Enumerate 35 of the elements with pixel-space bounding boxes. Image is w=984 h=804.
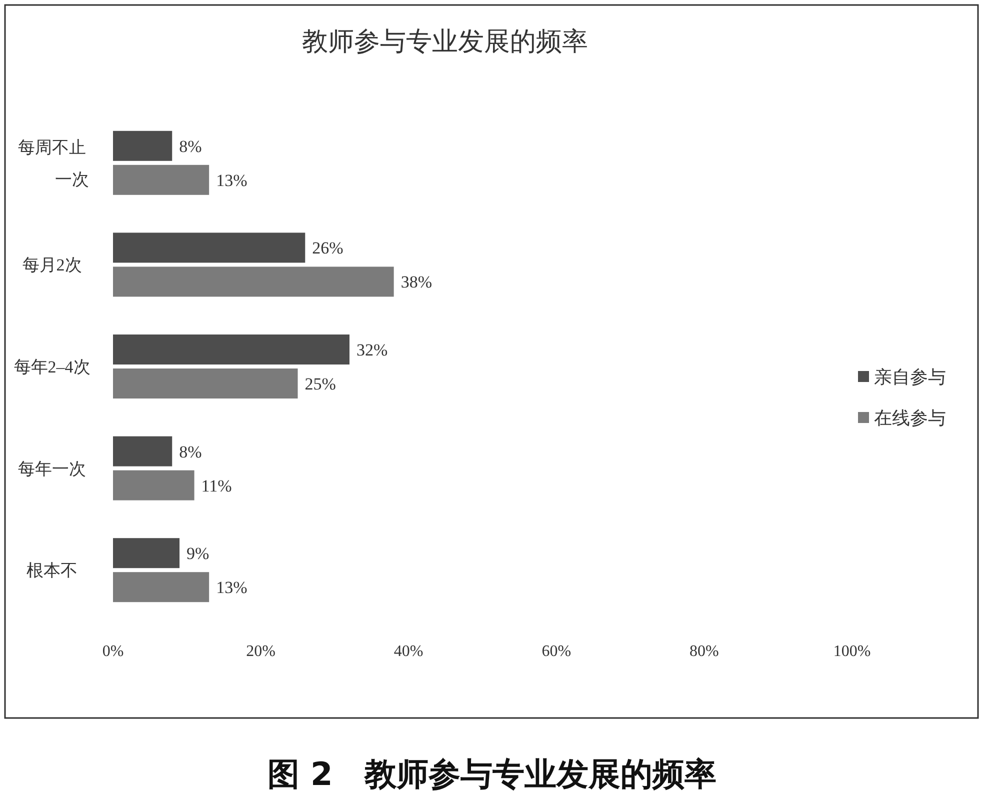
y-tick-label: 根本不 [26, 561, 78, 580]
x-tick-label: 60% [542, 643, 572, 660]
bar [113, 334, 350, 364]
x-tick-label: 20% [246, 643, 276, 660]
bar [113, 130, 172, 161]
data-label: 8% [179, 136, 202, 156]
bar [113, 470, 194, 500]
bar [113, 368, 298, 398]
data-label: 38% [400, 272, 432, 292]
x-tick-label: 40% [394, 643, 424, 660]
x-tick-label: 0% [102, 643, 124, 660]
bar [113, 232, 306, 263]
y-tick-label: 每周不止一次 [18, 138, 89, 189]
legend-label: 亲自参与 [874, 367, 946, 387]
x-tick-label: 80% [690, 643, 719, 660]
y-tick-label: 每年2–4次 [14, 358, 90, 376]
data-label: 32% [356, 340, 388, 360]
x-tick-label: 100% [833, 643, 871, 660]
bar [113, 164, 210, 195]
bar [113, 538, 180, 568]
data-label: 8% [179, 442, 202, 462]
caption: 图 2 教师参与专业发展的频率 [267, 755, 717, 793]
data-label: 9% [186, 544, 210, 564]
y-tick-label: 每年一次 [18, 459, 86, 478]
bar [113, 436, 172, 466]
legend-label: 在线参与 [874, 408, 946, 428]
data-label: 11% [201, 476, 232, 496]
chart-title: 教师参与专业发展的频率 [302, 27, 588, 56]
bar [113, 572, 210, 602]
bar [113, 266, 394, 297]
y-tick-label: 每月2次 [22, 256, 82, 275]
data-label: 26% [312, 238, 344, 258]
data-label: 25% [304, 374, 336, 394]
data-label: 13% [216, 578, 248, 598]
data-label: 13% [216, 170, 248, 190]
